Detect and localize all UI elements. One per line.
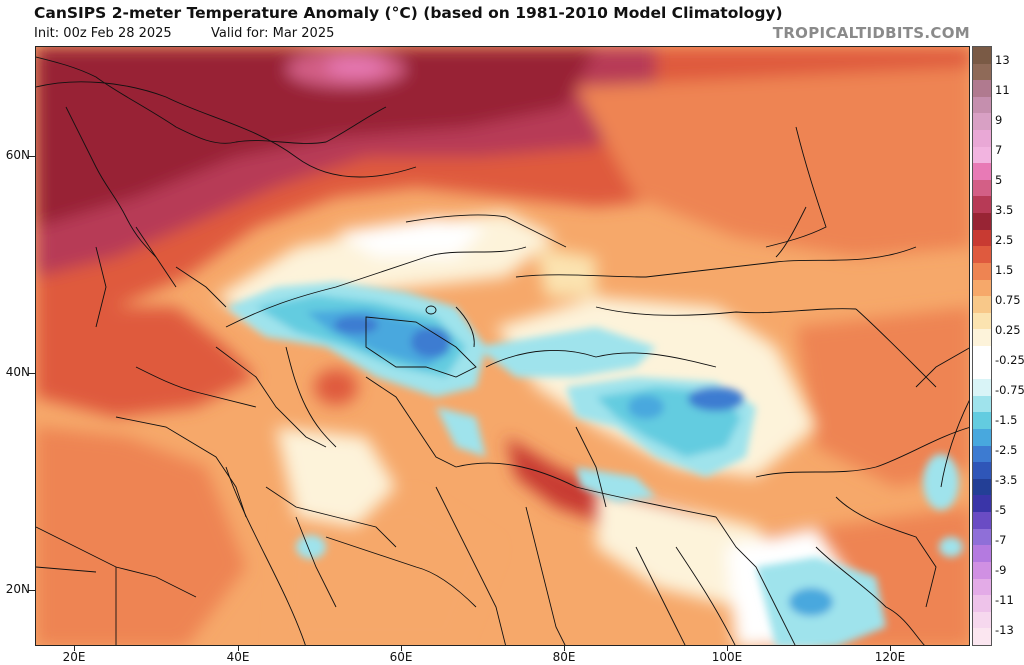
lon-tick	[238, 646, 239, 651]
colorbar-cell	[973, 395, 991, 413]
colorbar-cell	[973, 462, 991, 479]
colorbar-cell	[973, 246, 991, 263]
colorbar-label: -11	[995, 593, 1014, 607]
colorbar-label: -2.5	[995, 443, 1018, 457]
colorbar-cell	[973, 429, 991, 446]
colorbar-label: 7	[995, 143, 1003, 157]
colorbar-label: -1.5	[995, 413, 1018, 427]
colorbar-cell	[973, 595, 991, 612]
colorbar-label: 5	[995, 173, 1003, 187]
site-watermark: TROPICALTIDBITS.COM	[772, 24, 970, 42]
colorbar-cell	[973, 611, 991, 629]
lat-tick	[28, 590, 35, 591]
lon-label-60e: 60E	[389, 650, 413, 664]
colorbar-cell	[973, 179, 991, 197]
colorbar-cell	[973, 578, 991, 596]
lon-tick	[74, 646, 75, 651]
lat-label-60n: 60N	[5, 148, 30, 162]
lon-label-80e: 80E	[552, 650, 576, 664]
lon-tick	[727, 646, 728, 651]
colorbar-cell	[973, 628, 991, 645]
colorbar-cell	[973, 412, 991, 430]
colorbar-cell	[973, 495, 991, 513]
lon-label-20e: 20E	[62, 650, 86, 664]
colorbar-cell	[973, 445, 991, 463]
colorbar-cell	[973, 196, 991, 214]
lat-tick	[28, 373, 35, 374]
map-title: CanSIPS 2-meter Temperature Anomaly (°C)…	[34, 4, 783, 22]
colorbar-cell	[973, 262, 991, 280]
colorbar-cell	[973, 312, 991, 330]
colorbar-cell	[973, 113, 991, 131]
colorbar-label: -5	[995, 503, 1007, 517]
lon-label-100e: 100E	[711, 650, 743, 664]
colorbar-cell	[973, 47, 991, 64]
init-time: Init: 00z Feb 28 2025	[34, 26, 172, 41]
anomaly-field	[36, 47, 969, 645]
lon-label-40e: 40E	[226, 650, 250, 664]
lon-tick	[890, 646, 891, 651]
colorbar-label: -9	[995, 563, 1007, 577]
colorbar-label: 11	[995, 83, 1010, 97]
colorbar-cell	[973, 80, 991, 97]
temperature-anomaly-map	[35, 46, 970, 646]
colorbar-label: -0.25	[995, 353, 1024, 367]
colorbar-label: 0.25	[995, 323, 1021, 337]
colorbar-label: 3.5	[995, 203, 1014, 217]
lat-label-40n: 40N	[5, 365, 30, 379]
colorbar-cell	[973, 279, 991, 297]
colorbar-label: 2.5	[995, 233, 1014, 247]
lat-tick	[28, 156, 35, 157]
colorbar-cell	[973, 329, 991, 346]
colorbar-cell	[973, 229, 991, 247]
colorbar-label: -0.75	[995, 383, 1024, 397]
colorbar-cell	[973, 478, 991, 496]
colorbar-label: -13	[995, 623, 1014, 637]
colorbar-cell	[973, 345, 991, 363]
colorbar-cell	[973, 96, 991, 114]
lon-label-120e: 120E	[874, 650, 906, 664]
colorbar-cell	[973, 130, 991, 147]
colorbar-cell	[973, 561, 991, 579]
colorbar-cell	[973, 146, 991, 164]
colorbar-label: 1.5	[995, 263, 1014, 277]
colorbar-cell	[973, 296, 991, 313]
colorbar-cell	[973, 545, 991, 562]
coastlines	[36, 56, 969, 645]
colorbar-label: 0.75	[995, 293, 1021, 307]
colorbar-cell	[973, 528, 991, 546]
colorbar-label: 9	[995, 113, 1003, 127]
colorbar-cell	[973, 213, 991, 230]
colorbar-label: 13	[995, 53, 1010, 67]
valid-time: Valid for: Mar 2025	[211, 26, 335, 41]
colorbar-cell	[973, 379, 991, 396]
lon-tick	[564, 646, 565, 651]
colorbar-cell	[973, 362, 991, 380]
colorbar-cell	[973, 163, 991, 180]
colorbar-label: -3.5	[995, 473, 1018, 487]
colorbar-label: -7	[995, 533, 1007, 547]
lon-tick	[401, 646, 402, 651]
colorbar-cell	[973, 512, 991, 529]
colorbar	[972, 46, 992, 646]
colorbar-cell	[973, 63, 991, 81]
lat-label-20n: 20N	[5, 582, 30, 596]
